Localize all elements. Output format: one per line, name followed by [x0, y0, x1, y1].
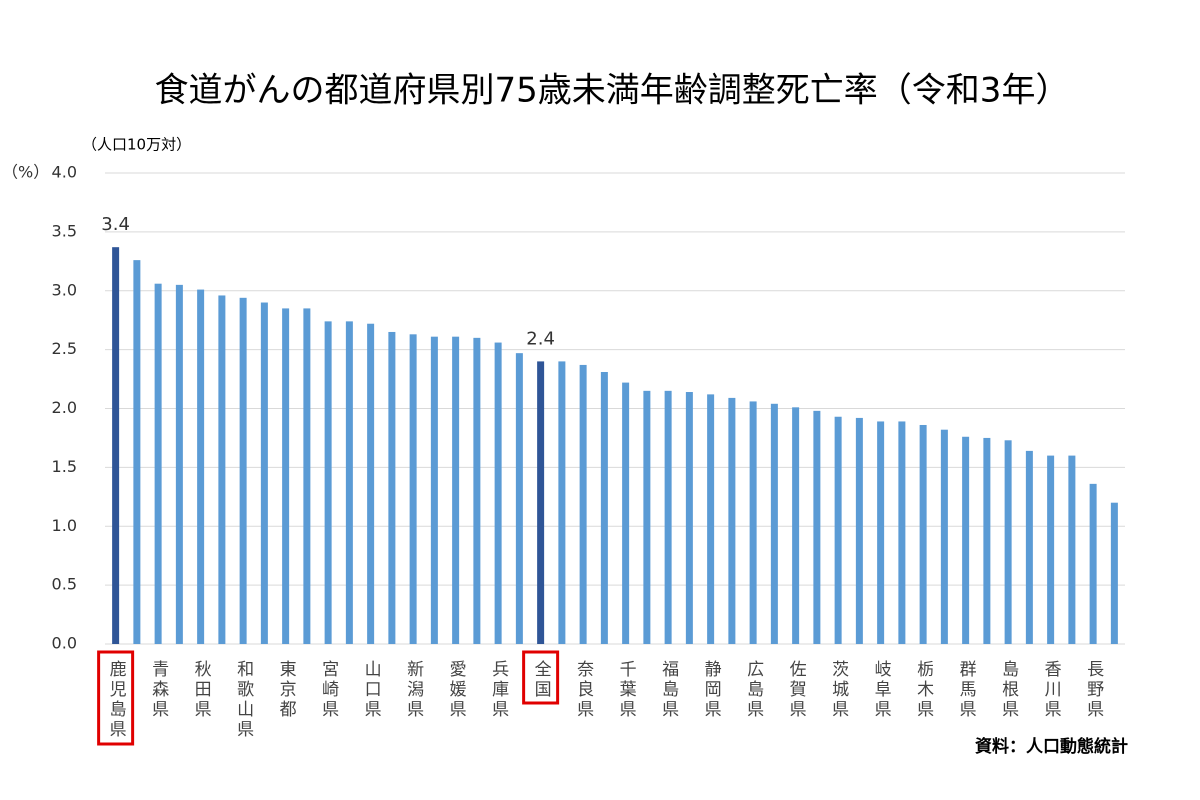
y-tick-label: 3.5	[52, 221, 77, 240]
bar	[452, 336, 460, 644]
bar	[898, 421, 906, 644]
bar	[664, 390, 672, 644]
value-label: 2.4	[526, 328, 555, 349]
x-tick-label: 広島県	[743, 660, 764, 720]
x-tick-label: 山口県	[361, 660, 382, 720]
x-tick-label: 兵庫県	[488, 660, 509, 720]
highlight-box	[97, 650, 135, 746]
bar	[515, 353, 523, 644]
y-tick-label: 0.0	[52, 634, 77, 653]
bar	[792, 407, 800, 644]
x-tick-label: 岐阜県	[871, 660, 892, 720]
bar	[877, 421, 885, 644]
bar	[1025, 450, 1033, 644]
source: 資料：人口動態統計	[975, 736, 1128, 757]
bar	[813, 410, 821, 644]
bar	[1068, 455, 1076, 644]
y-tick-label: 1.0	[52, 516, 77, 535]
bar	[770, 403, 778, 644]
x-tick-label: 宮崎県	[318, 660, 339, 720]
bar	[643, 390, 651, 644]
bar	[345, 321, 353, 644]
x-tick-label: 千葉県	[616, 660, 637, 720]
y-tick-label: 2.5	[52, 339, 77, 358]
x-tick-label: 茨城県	[828, 660, 849, 720]
bar	[707, 394, 715, 644]
x-tick-label: 奈良県	[573, 660, 594, 720]
bar	[260, 302, 268, 644]
bar	[749, 401, 757, 644]
bar	[388, 331, 396, 644]
x-tick-label: 長野県	[1083, 660, 1104, 720]
bar	[473, 337, 481, 644]
x-tick-label: 秋田県	[191, 660, 212, 720]
bar	[154, 283, 162, 644]
bar	[579, 364, 587, 644]
bar	[303, 308, 311, 644]
x-tick-label: 愛媛県	[446, 660, 467, 720]
bar	[218, 295, 226, 644]
bar	[324, 321, 332, 644]
x-tick-label: 東京都	[276, 660, 297, 720]
bar	[1047, 455, 1055, 644]
y-axis-label: （%）	[2, 163, 49, 182]
bar	[983, 437, 991, 644]
x-tick-label: 香川県	[1041, 660, 1062, 720]
bar	[685, 392, 693, 644]
subtitle: （人口10万対）	[82, 136, 191, 154]
bar	[834, 416, 842, 644]
x-tick-label: 栃木県	[913, 660, 934, 720]
bar	[112, 247, 120, 644]
bar	[175, 284, 183, 644]
bar	[919, 424, 927, 644]
bar	[1089, 483, 1097, 644]
bar	[728, 397, 736, 644]
bar	[494, 342, 502, 644]
bar	[600, 371, 608, 644]
bar	[409, 334, 417, 644]
x-tick-label: 群馬県	[956, 660, 977, 720]
x-tick-label: 新潟県	[403, 660, 424, 720]
bar	[855, 417, 863, 644]
bar	[367, 323, 375, 644]
y-tick-label: 3.0	[52, 280, 77, 299]
bar	[133, 260, 141, 644]
x-tick-label: 福島県	[658, 660, 679, 720]
y-tick-label: 1.5	[52, 457, 77, 476]
y-tick-label: 4.0	[52, 163, 77, 182]
bar	[962, 436, 970, 644]
bar	[430, 336, 438, 644]
bar	[282, 308, 290, 644]
bar	[197, 289, 205, 644]
x-tick-label: 全国	[531, 660, 552, 700]
bar	[239, 297, 247, 644]
y-tick-label: 2.0	[52, 398, 77, 417]
bar	[558, 361, 566, 644]
chart-title: 食道がんの都道府県別75歳未満年齢調整死亡率（令和3年）	[155, 71, 1070, 111]
bar	[940, 429, 948, 644]
highlight-box	[522, 650, 560, 705]
bar	[1004, 440, 1012, 644]
x-tick-label: 青森県	[148, 660, 169, 720]
y-tick-label: 0.5	[52, 575, 77, 594]
value-label: 3.4	[101, 214, 130, 235]
x-tick-label: 佐賀県	[786, 660, 807, 720]
x-tick-label: 和歌山県	[233, 660, 254, 740]
bar	[537, 361, 545, 644]
x-tick-label: 鹿児島県	[106, 660, 127, 740]
x-tick-label: 静岡県	[701, 660, 722, 720]
x-tick-label: 島根県	[998, 660, 1019, 720]
bar	[622, 382, 630, 644]
bar	[1110, 502, 1118, 644]
